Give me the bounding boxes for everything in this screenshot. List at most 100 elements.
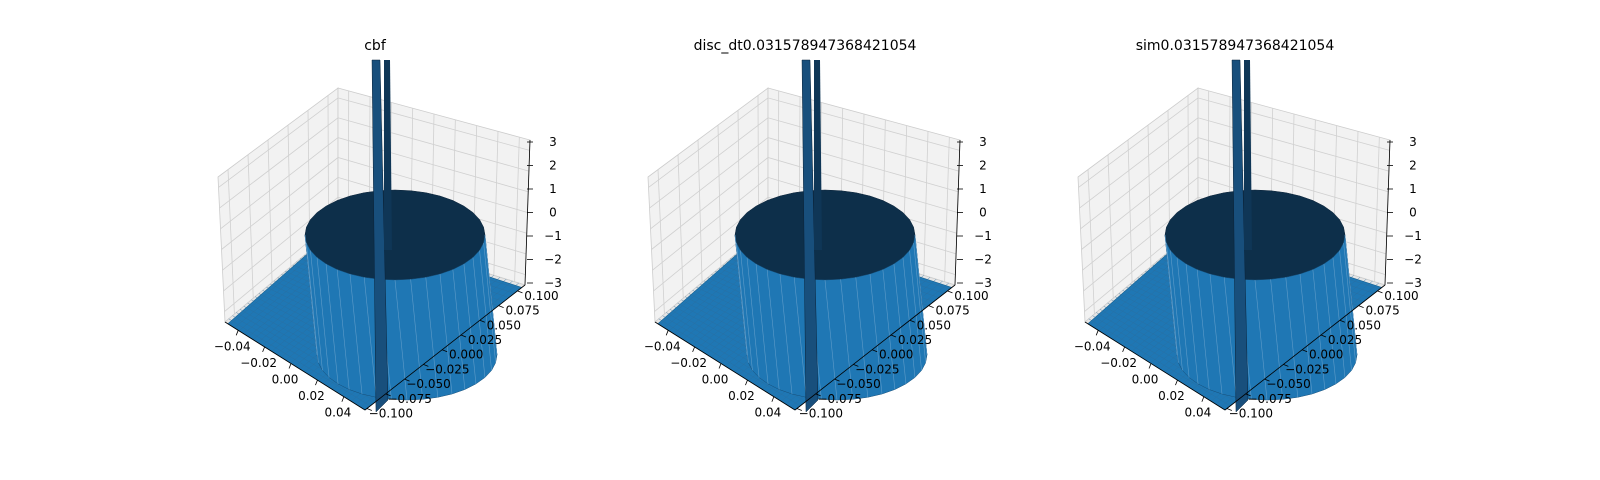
- y-tick-mark: [517, 290, 523, 294]
- x-tick-label: 0.00: [272, 373, 299, 387]
- y-tick-mark: [404, 378, 410, 382]
- y-tick-label: 0.050: [917, 318, 951, 332]
- z-tick-label: −3: [544, 276, 562, 290]
- y-tick-mark: [423, 364, 429, 367]
- z-tick-label: 1: [549, 182, 557, 196]
- y-tick-mark: [909, 319, 915, 323]
- subplot-2: −0.04 −0.02 0.00 0.020.04 −0.100−0.075−0.050…: [644, 38, 992, 421]
- surface-spike: [1231, 59, 1249, 413]
- z-tick-label: 3: [979, 135, 987, 149]
- z-tick-label: 0: [549, 206, 557, 220]
- z-tick-label: 3: [1409, 135, 1417, 149]
- y-tick-label: −0.050: [836, 377, 880, 391]
- y-tick-label: −0.025: [855, 362, 899, 376]
- z-tick-label: 3: [549, 135, 557, 149]
- y-tick-label: 0.100: [1384, 289, 1418, 303]
- x-tick-mark: [1201, 396, 1205, 402]
- x-tick-mark: [665, 330, 669, 336]
- x-tick-label: −0.04: [1074, 339, 1111, 353]
- y-tick-label: 0.050: [487, 318, 521, 332]
- y-tick-mark: [853, 364, 859, 367]
- x-tick-mark: [341, 396, 345, 402]
- chart-title: cbf: [364, 38, 387, 54]
- x-tick-mark: [718, 363, 722, 369]
- y-tick-label: −0.100: [1229, 407, 1273, 421]
- x-tick-label: −0.04: [214, 339, 251, 353]
- y-tick-mark: [1283, 364, 1289, 367]
- x-tick-label: 0.02: [1158, 389, 1185, 403]
- z-tick-label: 0: [979, 206, 987, 220]
- y-tick-mark: [1377, 290, 1383, 294]
- y-tick-label: −0.075: [387, 392, 431, 406]
- y-tick-label: −0.100: [369, 407, 413, 421]
- x-tick-label: −0.02: [240, 356, 277, 370]
- x-tick-mark: [235, 330, 239, 336]
- surface: [657, 59, 953, 413]
- y-tick-mark: [1226, 408, 1233, 411]
- x-tick-mark: [1095, 330, 1099, 336]
- y-tick-label: −0.075: [817, 392, 861, 406]
- y-tick-label: 0.075: [1365, 304, 1399, 318]
- z-tick-label: −2: [974, 253, 992, 267]
- z-tick-label: −3: [1404, 276, 1422, 290]
- x-tick-label: 0.00: [1132, 373, 1159, 387]
- y-tick-label: −0.075: [1247, 392, 1291, 406]
- y-tick-mark: [1302, 349, 1308, 353]
- surface-spike: [371, 59, 389, 413]
- y-tick-label: 0.000: [449, 348, 483, 362]
- z-tick-label: 1: [979, 182, 987, 196]
- y-tick-label: 0.000: [1309, 348, 1343, 362]
- x-tick-mark: [1148, 363, 1152, 369]
- z-tick-label: 2: [979, 159, 987, 173]
- x-tick-label: 0.04: [325, 406, 352, 420]
- z-tick-label: −3: [974, 276, 992, 290]
- y-tick-mark: [1339, 319, 1345, 323]
- z-tick-label: −1: [1404, 229, 1422, 243]
- x-tick-label: −0.02: [670, 356, 707, 370]
- surface-spike: [801, 59, 819, 413]
- y-tick-mark: [442, 349, 448, 353]
- y-tick-label: 0.025: [898, 333, 932, 347]
- y-tick-label: −0.100: [799, 407, 843, 421]
- x-tick-mark: [315, 379, 318, 386]
- y-tick-mark: [366, 408, 373, 411]
- x-tick-label: 0.04: [755, 406, 782, 420]
- y-tick-mark: [947, 290, 953, 294]
- y-tick-mark: [815, 393, 821, 397]
- y-tick-mark: [1320, 334, 1327, 338]
- y-tick-mark: [479, 319, 485, 323]
- z-tick-label: 2: [1409, 159, 1417, 173]
- x-tick-mark: [1122, 346, 1125, 353]
- chart-title: disc_dt0.031578947368421054: [694, 38, 917, 54]
- y-tick-label: −0.050: [406, 377, 450, 391]
- surface: [227, 59, 523, 413]
- z-tick-label: 2: [549, 159, 557, 173]
- x-tick-label: −0.04: [644, 339, 681, 353]
- y-tick-label: 0.100: [524, 289, 558, 303]
- x-tick-mark: [692, 346, 695, 353]
- x-tick-mark: [745, 379, 748, 386]
- surface-spike-2: [814, 60, 822, 250]
- y-tick-mark: [796, 408, 803, 411]
- y-tick-label: 0.025: [1328, 333, 1362, 347]
- z-tick-label: −1: [544, 229, 562, 243]
- y-tick-label: 0.075: [505, 304, 539, 318]
- subplot-1: −0.04 −0.02 0.00 0.020.04 −0.100−0.075−0.050…: [214, 38, 562, 421]
- x-tick-label: 0.02: [728, 389, 755, 403]
- y-tick-mark: [1358, 305, 1364, 308]
- y-tick-label: −0.050: [1266, 377, 1310, 391]
- y-tick-label: 0.000: [879, 348, 913, 362]
- z-tick-label: 1: [1409, 182, 1417, 196]
- subplot-3: −0.04 −0.02 0.00 0.020.04 −0.100−0.075−0.050…: [1074, 38, 1422, 421]
- y-tick-mark: [1245, 393, 1251, 397]
- y-tick-label: 0.075: [935, 304, 969, 318]
- y-tick-label: −0.025: [1285, 362, 1329, 376]
- surface-spike-2: [1244, 60, 1252, 250]
- y-tick-mark: [385, 393, 391, 397]
- chart-title: sim0.031578947368421054: [1136, 38, 1335, 54]
- z-tick-label: −2: [544, 253, 562, 267]
- x-tick-mark: [771, 396, 775, 402]
- y-tick-label: −0.025: [425, 362, 469, 376]
- x-tick-mark: [1175, 379, 1178, 386]
- y-tick-mark: [928, 305, 934, 308]
